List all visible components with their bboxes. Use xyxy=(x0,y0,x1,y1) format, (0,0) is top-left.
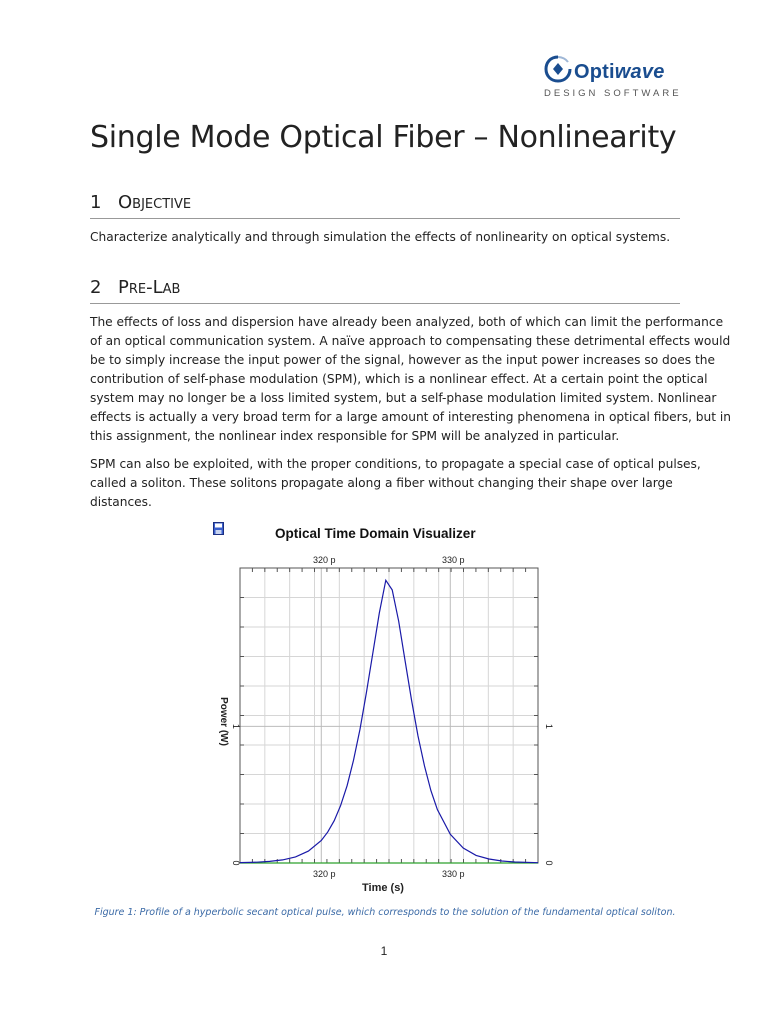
x-tick-label-bottom: 330 p xyxy=(442,869,465,879)
section-title: Pre-Lab xyxy=(118,277,181,298)
y-tick-label-right: 0 xyxy=(544,860,554,865)
text-line: distances. xyxy=(90,495,152,509)
section-title: Objective xyxy=(118,192,192,213)
text-line: contribution of self-phase modulation (S… xyxy=(90,372,708,386)
figure-caption: Figure 1: Profile of a hyperbolic secant… xyxy=(94,907,676,918)
section-heading-objective: 1 Objective xyxy=(90,190,680,219)
text-line: be to simply increase the input power of… xyxy=(90,353,715,367)
x-tick-label-bottom: 320 p xyxy=(313,869,336,879)
x-axis-label: Time (s) xyxy=(362,882,404,894)
text-line: of an optical communication system. A na… xyxy=(90,334,731,348)
chart-title: Optical Time Domain Visualizer xyxy=(275,526,476,541)
optiwave-logo-icon xyxy=(544,55,572,83)
y-tick-label-left: 0 xyxy=(231,860,241,865)
prelab-paragraph-1: The effects of loss and dispersion have … xyxy=(90,313,732,446)
text-line: Characterize analytically and through si… xyxy=(90,230,671,244)
section-number: 2 xyxy=(90,277,102,298)
text-line: The effects of loss and dispersion have … xyxy=(90,315,724,329)
y-axis-label: Power (W) xyxy=(218,697,229,746)
optical-time-domain-chart: Optical Time Domain Visualizer 320 p 320 … xyxy=(205,522,555,897)
x-tick-label-top: 330 p xyxy=(442,555,465,565)
section-number: 1 xyxy=(90,192,102,213)
text-line: this assignment, the nonlinear index res… xyxy=(90,429,620,443)
x-tick-label-top: 320 p xyxy=(313,555,336,565)
text-line: SPM can also be exploited, with the prop… xyxy=(90,457,701,471)
logo-wordmark: Optiwave xyxy=(574,61,665,83)
page-number: 1 xyxy=(380,944,388,958)
text-line: called a soliton. These solitons propaga… xyxy=(90,476,673,490)
series-line xyxy=(239,578,539,864)
text-line: effects is actually a very broad term fo… xyxy=(90,410,732,424)
save-disk-icon[interactable] xyxy=(213,522,224,535)
optiwave-logo: Optiwave DESIGN SOFTWARE xyxy=(540,52,679,102)
prelab-paragraph-2: SPM can also be exploited, with the prop… xyxy=(90,455,701,512)
chart-plot: 320 p 320 p 330 p 330 p 0 1 0 1 Time (s) Power (W… xyxy=(218,555,554,894)
section-heading-prelab: 2 Pre-Lab xyxy=(90,275,680,304)
logo-tagline: DESIGN SOFTWARE xyxy=(544,88,682,99)
objective-paragraph: Characterize analytically and through si… xyxy=(90,228,680,247)
text-line: system may no longer be a loss limited s… xyxy=(90,391,717,405)
y-tick-label-right: 1 xyxy=(544,724,554,729)
y-tick-label-left: 1 xyxy=(231,724,241,729)
document-title: Single Mode Optical Fiber – Nonlinearity xyxy=(90,120,677,155)
